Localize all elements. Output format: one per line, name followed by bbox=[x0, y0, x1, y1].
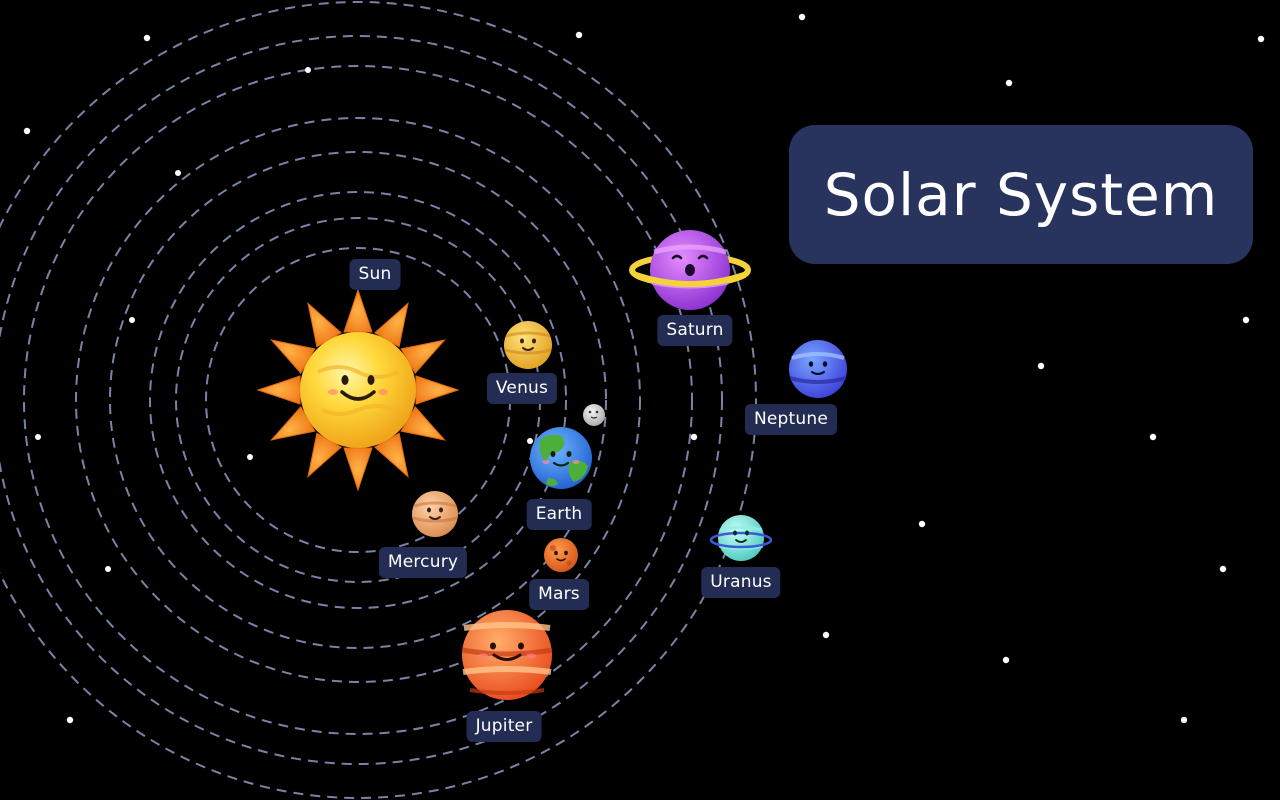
stars bbox=[23, 13, 1265, 724]
jupiter-illustration bbox=[461, 610, 553, 700]
orbit-uranus bbox=[0, 35, 723, 765]
star bbox=[1005, 79, 1013, 87]
star bbox=[527, 438, 533, 444]
orbits bbox=[0, 1, 757, 799]
star bbox=[143, 34, 151, 42]
jupiter-label: Jupiter bbox=[466, 711, 542, 742]
earth-label: Earth bbox=[526, 499, 592, 530]
star bbox=[105, 566, 111, 572]
star bbox=[129, 317, 135, 323]
orbit-mars bbox=[109, 151, 607, 649]
star bbox=[798, 13, 806, 21]
star bbox=[35, 434, 41, 440]
star bbox=[1257, 35, 1265, 43]
saturn-illustration bbox=[629, 230, 751, 310]
star bbox=[247, 454, 253, 460]
title-panel: Solar System bbox=[789, 125, 1253, 264]
mars-label: Mars bbox=[529, 579, 589, 610]
star bbox=[575, 31, 583, 39]
star bbox=[1242, 316, 1250, 324]
star bbox=[1180, 716, 1188, 724]
star bbox=[690, 433, 698, 441]
mercury-illustration bbox=[412, 491, 458, 537]
moon-illustration bbox=[583, 404, 605, 426]
mercury-label: Mercury bbox=[378, 547, 468, 578]
page-title: Solar System bbox=[823, 160, 1219, 229]
star bbox=[1219, 565, 1227, 573]
sun-illustration bbox=[256, 288, 460, 492]
orbit-neptune bbox=[0, 1, 757, 799]
venus-illustration bbox=[504, 321, 552, 369]
star bbox=[305, 67, 311, 73]
venus-label: Venus bbox=[486, 373, 558, 404]
star bbox=[66, 716, 74, 724]
orbit-jupiter bbox=[75, 117, 641, 683]
star bbox=[175, 170, 181, 176]
uranus-label: Uranus bbox=[701, 567, 781, 598]
orbit-earth bbox=[149, 191, 567, 609]
uranus-illustration bbox=[709, 515, 773, 561]
sun-label: Sun bbox=[349, 259, 401, 290]
star bbox=[918, 520, 926, 528]
star bbox=[822, 631, 830, 639]
saturn-label: Saturn bbox=[657, 315, 733, 346]
mars-illustration bbox=[544, 538, 578, 572]
neptune-illustration bbox=[789, 340, 847, 398]
star bbox=[23, 127, 31, 135]
star bbox=[1002, 656, 1010, 664]
orbit-saturn bbox=[23, 65, 693, 735]
star bbox=[1149, 433, 1157, 441]
star bbox=[1037, 362, 1045, 370]
earth-illustration bbox=[530, 427, 592, 489]
sun-face bbox=[328, 375, 388, 401]
neptune-label: Neptune bbox=[744, 404, 838, 435]
sun-body bbox=[300, 332, 416, 448]
